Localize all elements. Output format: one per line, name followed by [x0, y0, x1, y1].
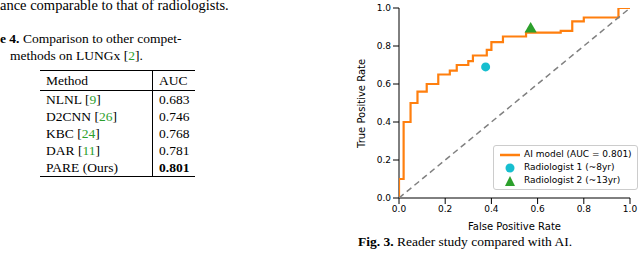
- svg-text:False Positive Rate: False Positive Rate: [468, 221, 561, 232]
- html-text:Fig. 3. Reader study compared: Fig. 3. Reader study compared with AI.: [358, 234, 573, 249]
- svg-text:0.2: 0.2: [377, 155, 391, 165]
- svg-text:1.0: 1.0: [377, 3, 392, 13]
- html-text:0.801: 0.801: [159, 160, 190, 175]
- html-text:e 4. Comparison to other compe: e 4. Comparison to other compet-: [0, 31, 182, 46]
- svg-text:0.8: 0.8: [577, 204, 592, 214]
- html-text:Radiologist 1 (~8yr): Radiologist 1 (~8yr): [524, 162, 615, 172]
- html-text:AUC: AUC: [159, 73, 188, 88]
- svg-text:0.6: 0.6: [530, 204, 545, 214]
- html-text:0.781: 0.781: [159, 143, 190, 158]
- svg-text:0.8: 0.8: [377, 41, 392, 51]
- html-text:Radiologist 2 (~13yr): Radiologist 2 (~13yr): [524, 175, 621, 185]
- svg-text:0.2: 0.2: [438, 204, 452, 214]
- svg-text:0.6: 0.6: [377, 79, 392, 89]
- html-text:0.683: 0.683: [159, 92, 190, 107]
- html-text:D2CNN [26]: D2CNN [26]: [46, 109, 117, 124]
- svg-text:0.0: 0.0: [392, 204, 407, 214]
- html-text:AI model (AUC = 0.801): AI model (AUC = 0.801): [524, 149, 632, 159]
- svg-text:True Positive Rate: True Positive Rate: [356, 59, 367, 149]
- html-text:0.746: 0.746: [159, 109, 190, 124]
- html-text:Method: Method: [46, 73, 88, 88]
- svg-text:0.4: 0.4: [484, 204, 499, 214]
- html-text:methods on LUNGx [2].: methods on LUNGx [2].: [10, 48, 143, 63]
- html-text:KBC [24]: KBC [24]: [46, 126, 100, 141]
- html-text:PARE (Ours): PARE (Ours): [46, 160, 118, 175]
- svg-text:0.4: 0.4: [377, 117, 392, 127]
- html-text:DAR [11]: DAR [11]: [46, 143, 100, 158]
- svg-text:1.0: 1.0: [623, 204, 632, 214]
- svg-text:0.0: 0.0: [377, 193, 392, 203]
- html-text:0.768: 0.768: [159, 126, 190, 141]
- html-text:NLNL [9]: NLNL [9]: [46, 92, 101, 107]
